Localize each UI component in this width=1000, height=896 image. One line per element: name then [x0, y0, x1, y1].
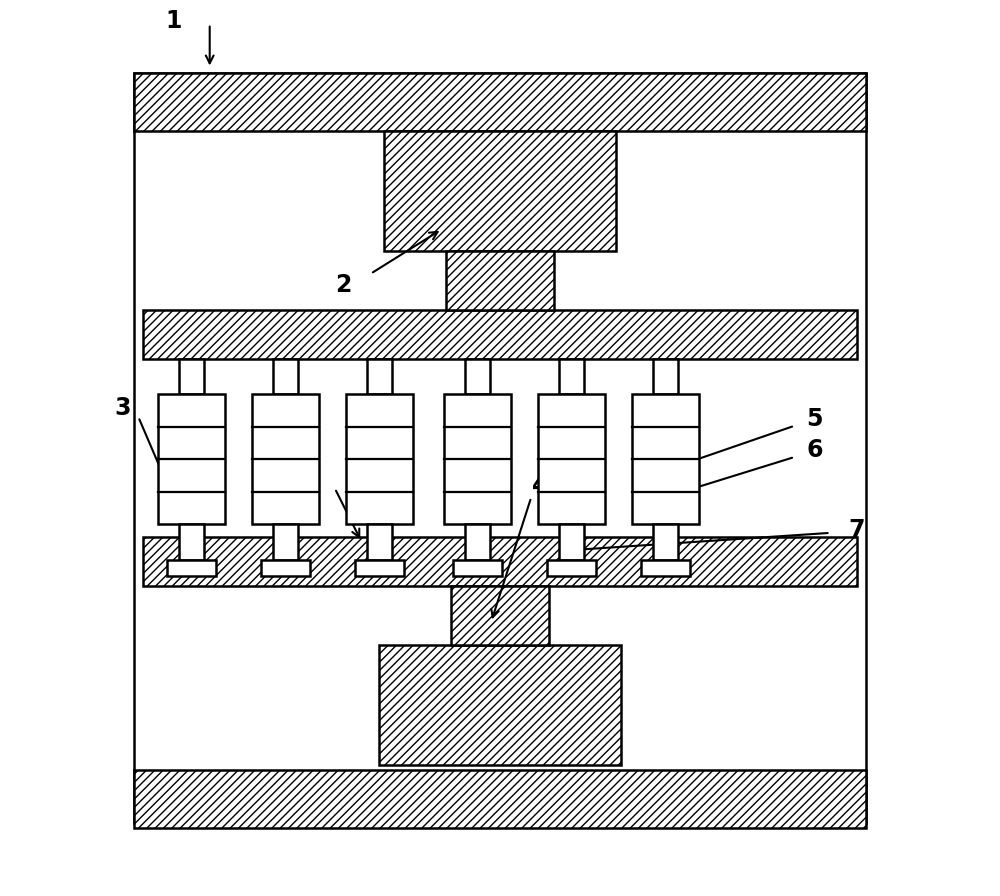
Text: 2: 2 — [335, 273, 352, 297]
Bar — [158, 492, 225, 524]
Bar — [261, 560, 310, 576]
Bar — [444, 492, 511, 524]
Bar — [158, 426, 225, 459]
Bar — [465, 358, 490, 394]
Bar — [252, 394, 319, 524]
Bar — [355, 560, 404, 576]
Bar — [451, 587, 549, 644]
Bar — [632, 426, 699, 459]
Bar — [653, 524, 678, 560]
Text: 5: 5 — [806, 407, 823, 430]
Bar — [346, 426, 413, 459]
Bar — [444, 394, 511, 524]
Text: 7: 7 — [848, 518, 865, 542]
Bar — [179, 524, 204, 560]
Bar — [134, 73, 866, 131]
Bar — [384, 131, 616, 252]
Bar — [538, 492, 605, 524]
Bar — [465, 524, 490, 560]
Bar — [547, 560, 596, 576]
Bar — [559, 358, 584, 394]
Bar — [641, 560, 690, 576]
Bar — [252, 426, 319, 459]
Text: 4: 4 — [532, 473, 548, 497]
Bar — [273, 524, 298, 560]
Bar — [167, 560, 216, 576]
Bar — [134, 770, 866, 828]
Bar — [346, 492, 413, 524]
Bar — [273, 358, 298, 394]
Bar — [379, 644, 621, 765]
Bar — [538, 394, 605, 524]
Text: 3: 3 — [115, 396, 131, 420]
Bar — [367, 358, 392, 394]
Text: 6: 6 — [806, 438, 823, 461]
Bar — [632, 492, 699, 524]
Bar — [158, 394, 225, 524]
Bar — [179, 358, 204, 394]
Bar — [252, 492, 319, 524]
Bar — [559, 524, 584, 560]
Text: 1: 1 — [166, 9, 182, 33]
Bar — [346, 394, 413, 524]
Bar — [653, 358, 678, 394]
Text: 9: 9 — [285, 470, 301, 494]
Bar — [453, 560, 502, 576]
Bar — [632, 394, 699, 524]
Bar — [446, 252, 554, 309]
Bar — [538, 426, 605, 459]
Bar — [143, 538, 857, 587]
Bar — [134, 73, 866, 823]
Bar — [367, 524, 392, 560]
Bar — [143, 309, 857, 358]
Bar — [444, 426, 511, 459]
